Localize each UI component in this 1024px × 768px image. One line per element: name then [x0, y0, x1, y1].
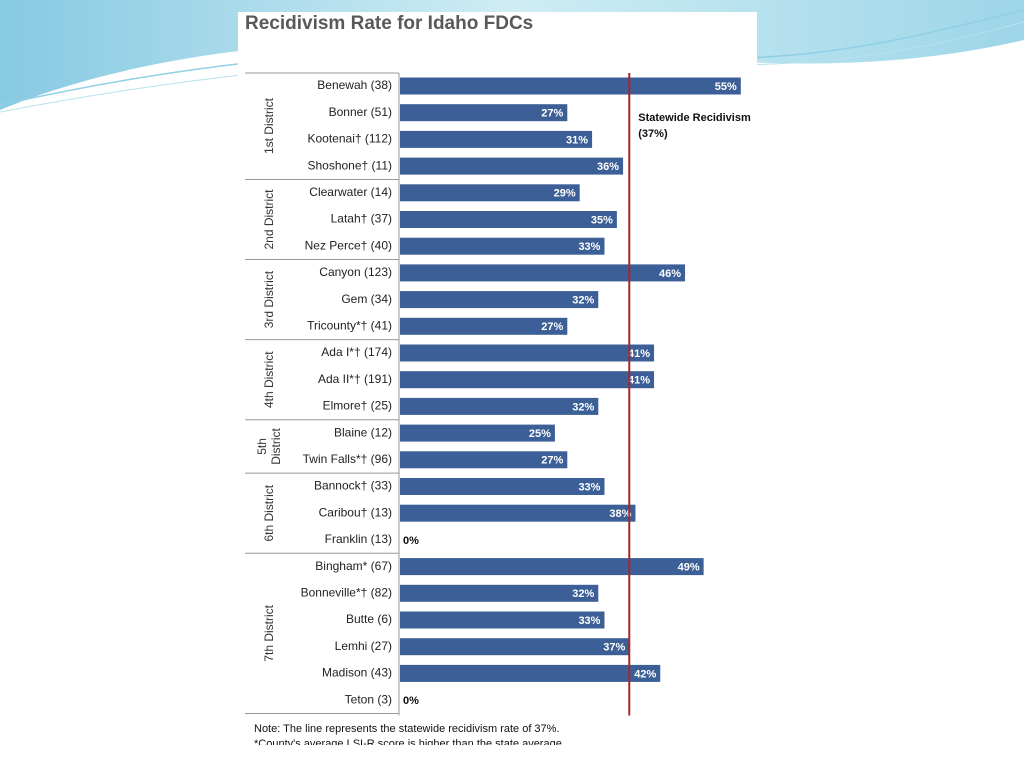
reference-label: Statewide Recidivism: [638, 112, 751, 124]
value-label: 27%: [541, 455, 563, 467]
chart-title: Recidivism Rate for Idaho FDCs: [245, 13, 533, 34]
bar: [400, 451, 568, 469]
bar: [400, 558, 704, 576]
category-label: Latah† (37): [331, 212, 392, 226]
bar: [400, 638, 630, 656]
group-label: 2nd District: [262, 189, 276, 250]
category-label: Butte (6): [346, 612, 392, 626]
bar: [400, 77, 741, 95]
value-label: 41%: [628, 348, 650, 360]
bar: [400, 104, 568, 122]
value-label: 25%: [529, 428, 551, 440]
category-label: Franklin (13): [325, 532, 392, 546]
group-label: 3rd District: [262, 270, 276, 328]
value-label: 46%: [659, 268, 681, 280]
category-label: Nez Perce† (40): [305, 238, 392, 252]
value-label: 49%: [678, 562, 700, 574]
category-label: Teton (3): [345, 692, 392, 706]
bar: [400, 211, 617, 228]
category-label: Canyon (123): [319, 265, 392, 279]
bar: [400, 397, 599, 415]
bar: [400, 584, 599, 602]
value-label: 35%: [591, 214, 613, 226]
category-label: Shoshone† (11): [307, 158, 392, 172]
group-label: 7th District: [262, 604, 276, 661]
bar: [400, 664, 661, 682]
bar: [400, 157, 624, 175]
category-label: Bonneville*† (82): [301, 585, 392, 599]
category-label: Madison (43): [322, 666, 392, 680]
value-label: 36%: [597, 161, 619, 173]
value-label: 38%: [609, 508, 631, 520]
category-label: Lemhi (27): [335, 639, 392, 653]
value-label: 0%: [403, 695, 419, 707]
bar: [400, 184, 580, 202]
bar: [400, 237, 605, 255]
category-label: Bingham* (67): [315, 559, 392, 573]
category-label: Benewah (38): [317, 78, 392, 92]
note: *County's average LSI-R score is higher …: [254, 738, 565, 750]
value-label: 55%: [715, 81, 737, 93]
value-label: 27%: [541, 321, 563, 333]
category-label: Tricounty*† (41): [307, 318, 392, 332]
group-label: 4th District: [262, 351, 276, 408]
bar: [400, 424, 555, 442]
bar: [400, 291, 599, 309]
category-label: Twin Falls*† (96): [303, 452, 392, 466]
category-label: Bonner (51): [329, 105, 392, 119]
category-label: Caribou† (13): [319, 505, 392, 519]
category-label: Gem (34): [341, 292, 392, 306]
reference-sublabel: (37%): [638, 128, 668, 140]
value-label: 27%: [541, 108, 563, 120]
value-label: 42%: [634, 668, 656, 680]
category-label: Elmore† (25): [323, 399, 392, 413]
value-label: 37%: [603, 642, 625, 654]
value-label: 31%: [566, 134, 588, 146]
category-label: Clearwater (14): [309, 185, 392, 199]
value-label: 32%: [572, 401, 594, 413]
value-label: 29%: [554, 188, 576, 200]
group-label: 6th District: [262, 484, 276, 541]
value-label: 33%: [578, 481, 600, 493]
group-label: 5thDistrict: [255, 427, 283, 464]
bar: [400, 478, 605, 495]
category-label: Bannock† (33): [314, 479, 392, 493]
bar: [400, 611, 605, 629]
category-label: Ada II*† (191): [318, 372, 392, 386]
category-label: Ada I*† (174): [321, 345, 392, 359]
category-label: Blaine (12): [334, 425, 392, 439]
category-label: Kootenai† (112): [307, 132, 392, 146]
bar: [400, 504, 636, 522]
value-label: 41%: [628, 375, 650, 387]
value-label: 33%: [578, 241, 600, 253]
bar: [400, 344, 655, 362]
value-label: 32%: [572, 588, 594, 600]
chart: Recidivism Rate for Idaho FDCs Benewah (…: [245, 13, 751, 750]
group-label: 1st District: [262, 97, 276, 154]
bar: [400, 264, 686, 282]
value-label: 32%: [572, 295, 594, 307]
bar: [400, 371, 655, 389]
note: Note: The line represents the statewide …: [254, 723, 560, 735]
value-label: 0%: [403, 535, 419, 547]
bar: [400, 317, 568, 335]
value-label: 33%: [578, 615, 600, 627]
bar: [400, 130, 593, 148]
